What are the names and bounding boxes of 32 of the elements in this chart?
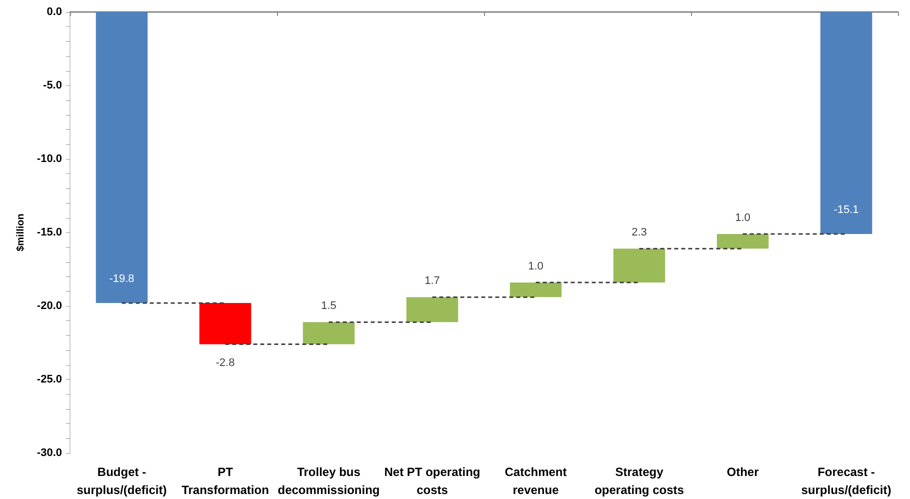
x-tick-label: Forecast - surplus/(deficit) — [801, 465, 892, 497]
x-tick-label: Strategy operating costs — [594, 465, 684, 497]
y-tick-label: -15.0 — [36, 226, 62, 238]
data-label: 1.5 — [321, 300, 336, 312]
x-tick-label: Net PT operating costs — [384, 465, 480, 497]
data-label: 1.0 — [528, 260, 544, 272]
y-tick-label: -5.0 — [43, 80, 62, 92]
bar — [613, 248, 666, 282]
bar — [199, 303, 252, 344]
data-label: 2.3 — [632, 226, 647, 239]
x-tick-label: Trolley bus decommissioning — [278, 465, 380, 497]
bar — [406, 297, 458, 322]
data-label: -15.1 — [834, 204, 859, 216]
data-label: -2.8 — [216, 357, 235, 370]
y-tick-label: -10.0 — [36, 153, 62, 165]
x-tick-label: Other — [726, 465, 760, 479]
y-tick-label: -25.0 — [36, 374, 62, 386]
y-tick-label: -20.0 — [36, 300, 62, 312]
x-tick-label: Budget - surplus/(deficit) — [76, 465, 167, 497]
bar — [510, 282, 562, 298]
bar — [96, 12, 148, 304]
bar — [302, 322, 355, 344]
y-axis-title: $million — [16, 214, 27, 252]
data-label: 1.0 — [735, 212, 750, 224]
data-label: -19.8 — [109, 273, 134, 286]
y-tick-label: 0.0 — [46, 6, 62, 18]
bar — [820, 12, 872, 234]
data-label: 1.7 — [424, 275, 440, 288]
bar — [716, 234, 769, 249]
y-tick-label: -30.0 — [36, 447, 62, 459]
x-tick-label: PT Transformation — [182, 465, 269, 497]
x-tick-label: Catchment revenue — [504, 465, 567, 497]
